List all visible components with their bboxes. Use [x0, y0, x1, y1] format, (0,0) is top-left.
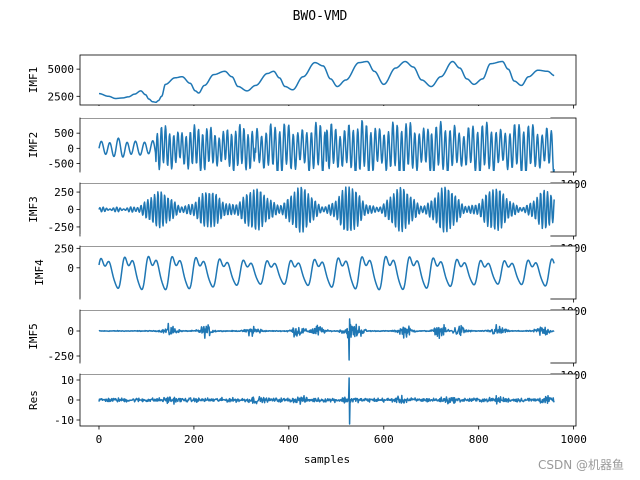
y-axis-label: IMF5	[27, 323, 40, 350]
y-tick-label: 0	[67, 262, 74, 275]
y-tick-label: 250	[54, 242, 74, 255]
y-tick-label: 0	[67, 325, 74, 338]
overlap-mask	[80, 171, 551, 183]
y-tick-label: 0	[67, 394, 74, 407]
y-tick-label: 10	[61, 374, 74, 387]
y-tick-label: 5000	[48, 63, 75, 76]
x-tick-label: 1000	[560, 433, 587, 446]
series-line-res	[98, 377, 555, 425]
y-axis-label: IMF2	[27, 132, 40, 159]
overlap-mask	[80, 106, 551, 118]
x-tick-label: 400	[279, 433, 299, 446]
y-tick-label: 0	[67, 142, 74, 155]
y-axis-label: Res	[27, 390, 40, 410]
y-tick-label: 500	[54, 127, 74, 140]
subplot-imf5: -25001000IMF5	[27, 309, 587, 382]
subplot-imf1: 2500 5000 IMF1	[27, 54, 577, 109]
x-tick-label: 600	[374, 433, 394, 446]
subplots: 25005000IMF1-50005001000IMF2-25002501000…	[27, 54, 587, 446]
subplot-imf3: -25002501000IMF3	[27, 182, 587, 255]
series-line-imf1	[98, 60, 555, 104]
y-axis-label: IMF3	[27, 196, 40, 223]
axes-frame	[79, 54, 577, 106]
subplot-imf4: 02501000IMF4	[33, 242, 587, 318]
series-line-imf5	[98, 318, 555, 361]
subplot-imf2: -50005001000IMF2	[27, 117, 587, 191]
y-tick-label: 2500	[48, 90, 75, 103]
x-tick-label: 200	[184, 433, 204, 446]
y-tick-label: 0	[67, 204, 74, 217]
series-line-imf3	[98, 186, 555, 233]
series-line-imf2	[98, 120, 555, 172]
y-tick-label: -500	[48, 158, 75, 171]
x-tick-label: 800	[469, 433, 489, 446]
y-tick-label: 250	[54, 186, 74, 199]
plot-area	[80, 310, 576, 363]
plot-area	[80, 55, 576, 105]
overlap-mask	[80, 298, 551, 310]
y-tick-label: -250	[48, 350, 75, 363]
y-axis-label: IMF4	[33, 259, 46, 286]
overlap-mask	[80, 362, 551, 374]
y-tick-label: -10	[54, 414, 74, 427]
y-tick-label: -250	[48, 221, 75, 234]
x-tick-label: 0	[96, 433, 103, 446]
plot-area	[80, 246, 576, 299]
overlap-mask	[80, 234, 551, 246]
watermark-text: CSDN @机器鱼	[538, 458, 624, 472]
series-line-imf4	[98, 255, 555, 291]
x-axis-label: samples	[304, 453, 350, 466]
y-axis-label: IMF1	[27, 67, 40, 94]
chart-title: BWO-VMD	[293, 9, 348, 24]
